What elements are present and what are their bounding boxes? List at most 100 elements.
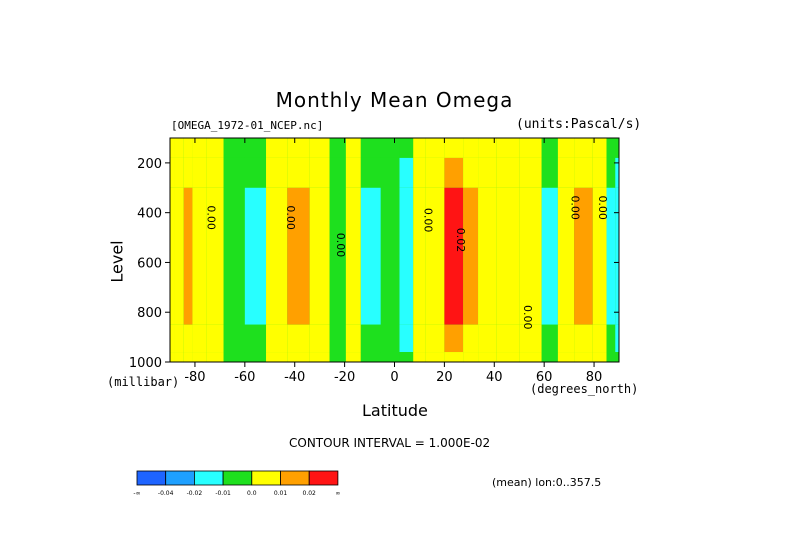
heat-cell	[170, 157, 175, 188]
heat-cell	[170, 324, 175, 353]
heat-cell	[478, 138, 497, 158]
colorbar-label: ∞	[335, 490, 340, 497]
heat-cell	[244, 187, 267, 325]
heat-cell	[541, 352, 558, 362]
x-tick-label: -40	[284, 370, 305, 385]
heat-cell	[574, 138, 593, 158]
contour-label: 0.00	[596, 195, 609, 220]
colorbar-label: 0.0	[247, 490, 257, 497]
heat-cell	[463, 157, 479, 188]
heat-cell	[309, 324, 330, 353]
contour-label: 0.00	[569, 195, 582, 220]
x-axis-units: (degrees_north)	[530, 382, 639, 396]
heat-cell	[287, 324, 310, 353]
heat-cell	[519, 138, 542, 158]
heat-cell	[413, 352, 426, 362]
heat-cell	[413, 157, 426, 188]
mean-longitude-text: (mean) lon:0..357.5	[492, 476, 602, 489]
heat-cell	[541, 324, 558, 353]
heat-cell	[345, 157, 361, 188]
colorbar-swatch	[251, 470, 281, 486]
heat-cell	[399, 138, 414, 158]
heat-cell	[360, 187, 381, 325]
y-tick-label: 800	[137, 306, 162, 321]
heat-cell	[541, 157, 558, 188]
chart-title: Monthly Mean Omega	[275, 88, 514, 112]
heat-cell	[360, 352, 381, 362]
contour-label: 0.02	[454, 228, 467, 253]
heat-cell	[287, 187, 310, 325]
heat-cell	[592, 138, 607, 158]
heat-cell	[206, 187, 224, 325]
heat-cell	[478, 324, 497, 353]
heat-cell	[606, 352, 616, 362]
colorbar-swatch	[136, 470, 167, 486]
heat-cell	[174, 187, 184, 325]
heat-cell	[244, 324, 267, 353]
heat-cell	[557, 157, 575, 188]
heat-cell	[244, 138, 267, 158]
axes: -80 -60 -40 -20 0 20 40 60 80 200 400 600 800 1000	[129, 137, 620, 385]
heat-cell	[574, 187, 593, 325]
x-tick-label: 40	[486, 370, 503, 385]
heat-cell	[519, 157, 542, 188]
heat-cell	[478, 157, 497, 188]
heat-cell	[345, 187, 361, 325]
heat-cell	[606, 157, 616, 188]
heat-cell	[380, 138, 400, 158]
heat-cell	[360, 138, 381, 158]
heat-cell	[592, 324, 607, 353]
heat-cell	[266, 324, 288, 353]
colorbar-label: 0.01	[274, 490, 288, 497]
heat-cell	[574, 352, 593, 362]
heat-cell	[399, 324, 414, 353]
colorbar-swatch	[280, 470, 310, 486]
heat-cell	[425, 187, 445, 325]
y-tick-label: 200	[137, 157, 162, 172]
file-label: [OMEGA_1972-01_NCEP.nc]	[171, 119, 324, 132]
colorbar: -∞ -0.04 -0.02 -0.01 0.0 0.01 0.02 ∞	[133, 470, 340, 497]
contour-label: 0.00	[204, 205, 217, 230]
heat-cell	[496, 352, 520, 362]
heat-cell	[444, 187, 464, 325]
heat-cell	[425, 157, 445, 188]
contour-label: 0.00	[334, 233, 347, 258]
heat-cell	[425, 352, 445, 362]
heat-cell	[206, 138, 224, 158]
heat-cell	[496, 187, 520, 325]
heat-cell	[444, 138, 464, 158]
heat-cell	[174, 157, 184, 188]
heat-cell	[329, 157, 346, 188]
heat-cell	[425, 324, 445, 353]
contour-interval-text: CONTOUR INTERVAL = 1.000E-02	[289, 436, 491, 450]
heat-cell	[615, 138, 619, 158]
heat-cell	[183, 157, 193, 188]
heat-cell	[615, 324, 619, 353]
heat-cell	[266, 138, 288, 158]
heat-cell	[463, 324, 479, 353]
colorbar-swatch	[165, 470, 195, 486]
heat-cell	[592, 157, 607, 188]
heat-cell	[174, 352, 184, 362]
heat-cell	[463, 352, 479, 362]
heat-cell	[592, 187, 607, 325]
heat-cell	[174, 138, 184, 158]
heat-cell	[615, 157, 619, 188]
colorbar-label: 0.02	[303, 490, 317, 497]
heat-cell	[206, 352, 224, 362]
heat-cell	[606, 187, 616, 325]
heat-cell	[444, 157, 464, 188]
contour-label: 0.00	[521, 305, 534, 330]
heat-cell	[557, 187, 575, 325]
colorbar-swatch	[308, 470, 339, 486]
heat-cell	[519, 324, 542, 353]
heat-cell	[244, 157, 267, 188]
heat-cell	[592, 352, 607, 362]
heat-cell	[444, 324, 464, 353]
units-label: (units:Pascal/s)	[516, 117, 642, 132]
heat-cell	[287, 157, 310, 188]
heat-cell	[380, 157, 400, 188]
x-axis-label: Latitude	[362, 401, 428, 420]
heat-cell	[380, 324, 400, 353]
